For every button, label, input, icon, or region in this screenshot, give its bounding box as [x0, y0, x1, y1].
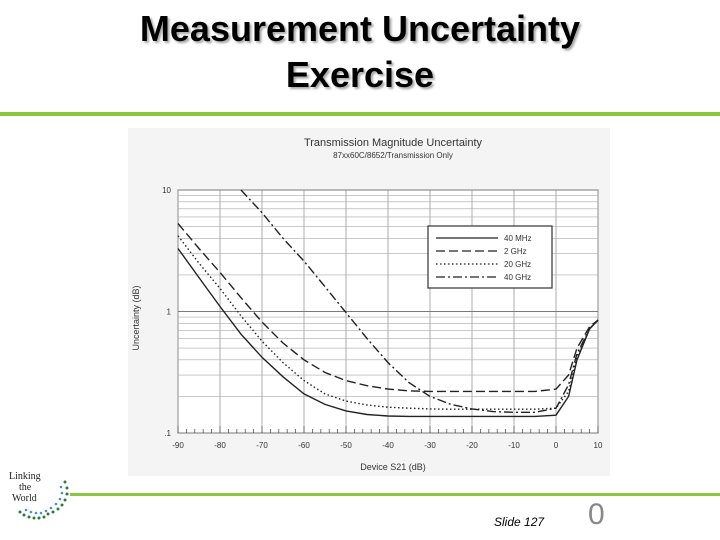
series-line-40-mhz — [177, 248, 599, 418]
logo-text-line-3: World — [12, 493, 37, 504]
x-tick-label: 10 — [594, 441, 603, 450]
x-tick-label: -50 — [340, 441, 352, 450]
legend-box — [427, 225, 553, 289]
linking-the-world-logo: Linking the World — [6, 466, 72, 522]
y-tick-label: .1 — [164, 429, 171, 438]
x-tick-label: -70 — [256, 441, 268, 450]
x-tick-label: -40 — [382, 441, 394, 450]
x-axis-label: Device S21 (dB) — [360, 462, 426, 472]
logo-text-line-1: Linking — [9, 471, 41, 482]
y-axis-label: Uncertainty (dB) — [131, 285, 141, 350]
legend-label: 40 GHz — [504, 273, 531, 282]
y-tick-label: 10 — [162, 186, 171, 195]
slide-title-line-2: Exercise — [285, 54, 435, 95]
tick-layer: -90 -80 -70 -60 -50 -40 -30 -20 -10 0 10 10 1 .1 — [162, 186, 603, 450]
page-mark: 0 — [588, 498, 605, 531]
legend-label: 40 MHz — [504, 234, 532, 243]
x-tick-label: -30 — [424, 441, 436, 450]
top-divider — [0, 112, 720, 116]
logo-text-line-2: the — [19, 482, 32, 493]
slide-title: Measurement Uncertainty Exercise — [60, 6, 660, 98]
chart-subtitle: 87xx60C/8652/Transmission Only — [333, 151, 453, 160]
series-layer — [177, 189, 599, 418]
x-tick-label: -60 — [298, 441, 310, 450]
slide-number: Slide 127 — [494, 515, 545, 529]
chart-legend: 40 MHz 2 GHz 20 GHz 40 GHz — [427, 225, 553, 289]
slide-title-line-1: Measurement Uncertainty — [139, 8, 581, 49]
chart-title: Transmission Magnitude Uncertainty — [304, 137, 483, 149]
legend-label: 2 GHz — [504, 247, 527, 256]
x-tick-label: 0 — [554, 441, 559, 450]
legend-label: 20 GHz — [504, 260, 531, 269]
x-tick-label: -90 — [172, 441, 184, 450]
series-line-2-ghz — [177, 223, 599, 393]
series-line-40-ghz — [240, 189, 599, 413]
series-line-20-ghz — [177, 235, 599, 410]
uncertainty-chart: Transmission Magnitude Uncertainty 87xx6… — [128, 128, 610, 476]
x-tick-label: -10 — [508, 441, 520, 450]
globe-logo-icon: Linking the World — [9, 471, 69, 520]
bottom-divider — [70, 493, 720, 496]
y-tick-label: 1 — [167, 308, 172, 317]
x-tick-label: -80 — [214, 441, 226, 450]
x-tick-label: -20 — [466, 441, 478, 450]
